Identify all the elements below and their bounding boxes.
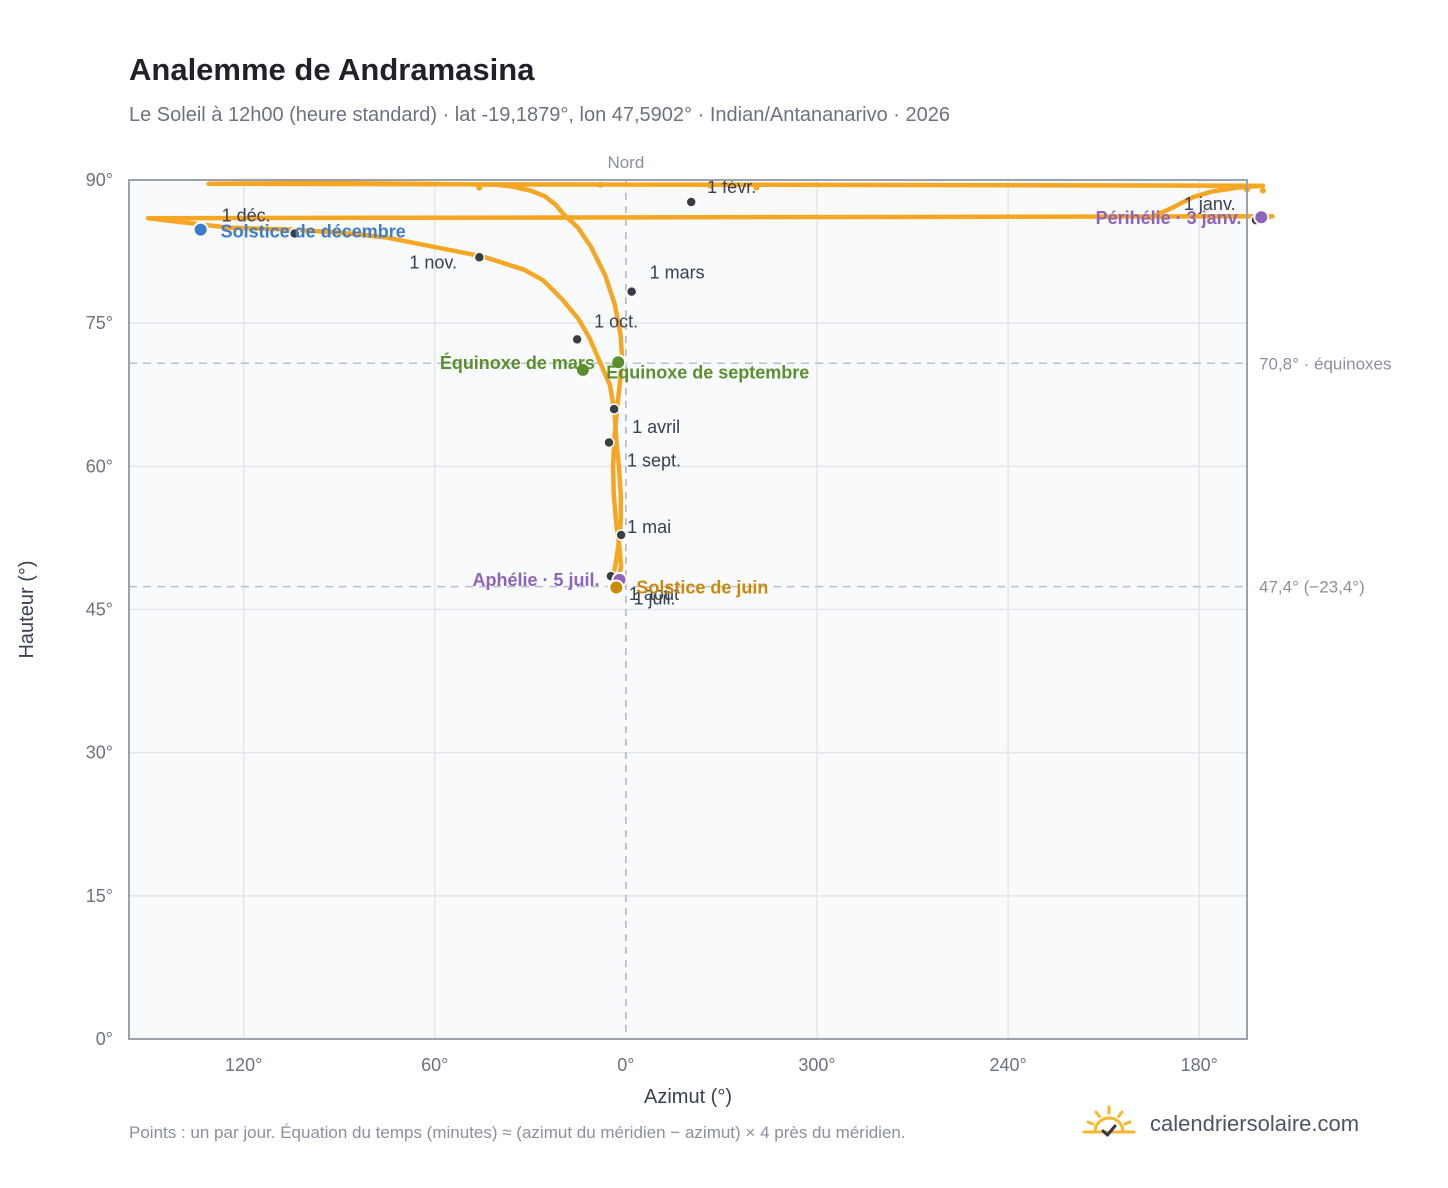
y-tick-label: 0° [96,1029,113,1049]
sun-check-icon [1082,1105,1136,1137]
x-axis-title: Azimut (°) [644,1086,732,1108]
x-tick-label: 180° [1181,1055,1218,1075]
day-point [1216,183,1223,190]
day-point [511,182,518,189]
reference-line-label: 70,8° · équinoxes [1259,354,1392,373]
brand-name[interactable]: calendriersolaire.com [1150,1111,1360,1136]
perihelion-label: Périhélie · 3 janv. [1096,208,1242,228]
reference-lines: 70,8° · équinoxes 47,4° (−23,4°) [129,354,1392,597]
month-marker-label: 1 avril [632,417,680,437]
month-marker-label: 1 août [629,584,679,604]
chart-title: Analemme de Andramasina [129,52,535,87]
y-tick-label: 90° [86,170,113,190]
month-marker [288,227,301,240]
month-marker [615,529,627,541]
june_solstice-label: Solstice de juin [636,578,768,598]
december_solstice-label: Solstice de décembre [221,222,406,242]
month-marker [473,251,486,264]
y-tick-label: 15° [86,886,113,906]
y-tick-label: 45° [86,600,113,620]
y-tick-label: 30° [86,743,113,763]
month-marker-label: 1 oct. [594,311,638,331]
month-marker [608,403,620,415]
x-tick-label: 300° [798,1055,835,1075]
analemma-path [145,180,1275,589]
day-point [597,181,604,188]
y-tick-label: 60° [86,456,113,476]
brand[interactable]: calendriersolaire.com [1082,1102,1359,1146]
x-tick-label: 60° [421,1055,448,1075]
month-marker-label: 1 mai [627,517,671,537]
december_solstice-marker [192,221,209,238]
equinox-label: Équinoxe de mars [440,352,595,373]
june_solstice-marker [608,579,625,596]
month-marker-label: 1 nov. [409,252,457,272]
footnote: Points : un par jour. Équation du temps … [129,1123,906,1142]
month-marker-label: 1 févr. [707,177,756,197]
month-marker-label: 1 sept. [627,450,681,470]
perihelion-marker [1253,209,1270,226]
day-point [1259,187,1266,194]
analemma-curve [145,180,1275,589]
aphelion-label: Aphélie · 5 juil. [472,570,599,590]
chart-subtitle: Le Soleil à 12h00 (heure standard) · lat… [129,104,950,126]
plot-frame [128,179,1248,1040]
y-axis-title: Hauteur (°) [16,560,38,658]
event-markers: Périhélie · 3 janv. Solstice de décembre É… [192,208,1270,598]
day-point [707,182,714,189]
month-marker-label: 1 déc. [222,205,271,225]
x-tick-label: 120° [225,1055,262,1075]
reference-line-label: 47,4° (−23,4°) [1259,578,1365,597]
axis-ticks: 0° 15° 30° 45° 60° 75° 90° 180° 240° 300° 0° 60° 120… [86,170,1218,1075]
equinox-marker [574,361,591,378]
x-tick-label: 0° [617,1055,634,1075]
month-marker-label: 1 juil. [633,589,675,609]
north-label: Nord [607,153,644,172]
month-marker [603,436,615,449]
equinox-marker [610,354,627,371]
month-marker [571,333,583,346]
month-marker [685,196,697,208]
month-marker [625,285,638,298]
x-tick-label: 240° [989,1055,1026,1075]
day-point [753,184,760,191]
month-marker-label: 1 mars [650,263,705,283]
month-marker-label: 1 janv. [1184,194,1236,214]
day-point [476,184,483,191]
y-tick-label: 75° [86,313,113,333]
equinox-label: Équinoxe de septembre [606,361,809,382]
